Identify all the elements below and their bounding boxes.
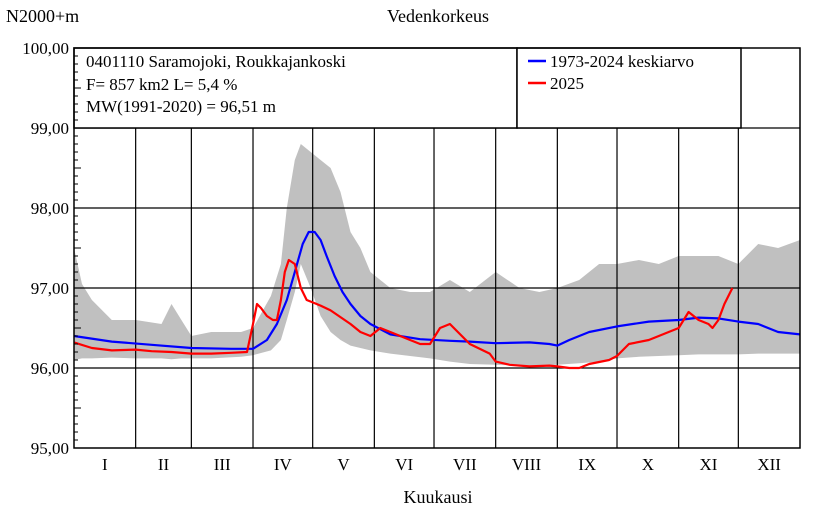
y-tick-label-4: 99,00 <box>31 119 69 138</box>
series-line-1 <box>73 258 734 370</box>
legend-label-0: 1973-2024 keskiarvo <box>550 52 694 71</box>
month-label-4: V <box>337 455 350 474</box>
x-axis-label: Kuukausi <box>404 487 473 507</box>
y-tick-label-5: 100,00 <box>22 39 69 58</box>
info-box <box>73 47 518 129</box>
y-tick-label-2: 97,00 <box>31 279 69 298</box>
y-tick-label-0: 95,00 <box>31 439 69 458</box>
month-label-6: VII <box>453 455 477 474</box>
month-label-3: IV <box>274 455 293 474</box>
y-tick-label-1: 96,00 <box>31 359 69 378</box>
legend: 1973-2024 keskiarvo 2025 <box>528 52 694 93</box>
month-label-9: X <box>642 455 654 474</box>
catchment-area: F= 857 km2 L= 5,4 % <box>86 75 237 94</box>
chart-title: Vedenkorkeus <box>387 6 489 26</box>
month-label-1: II <box>158 455 170 474</box>
min-max-band <box>74 144 800 366</box>
station-name: 0401110 Saramojoki, Roukkajankoski <box>86 52 346 71</box>
legend-box <box>516 47 742 129</box>
mean-water-level: MW(1991-2020) = 96,51 m <box>86 97 276 116</box>
y-unit-label: N2000+m <box>6 6 79 26</box>
month-label-8: IX <box>578 455 596 474</box>
month-label-10: XI <box>700 455 718 474</box>
month-label-7: VIII <box>512 455 542 474</box>
legend-label-1: 2025 <box>550 74 584 93</box>
month-label-5: VI <box>395 455 413 474</box>
y-tick-label-3: 98,00 <box>31 199 69 218</box>
series-line-0 <box>73 230 801 350</box>
month-label-11: XII <box>757 455 781 474</box>
month-label-2: III <box>214 455 231 474</box>
range-band-layer <box>74 144 800 366</box>
series-layer <box>73 230 801 370</box>
month-label-0: I <box>102 455 108 474</box>
